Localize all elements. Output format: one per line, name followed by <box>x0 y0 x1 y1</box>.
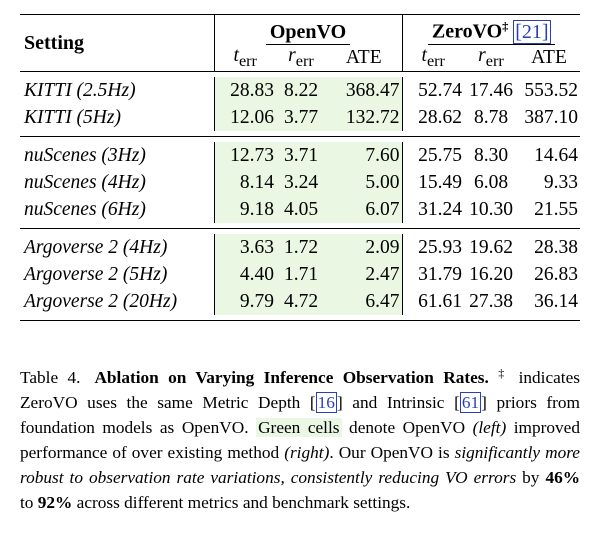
metric-header-openvo: ATE <box>345 47 382 69</box>
zerovo-cell: 28.38 <box>534 236 578 258</box>
zerovo-cell: 31.24 <box>401 196 464 223</box>
table-row: KITTI (5Hz) 12.06 3.77 132.72 28.62 8.78 387.1… <box>20 104 580 131</box>
zerovo-cell: 387.10 <box>524 106 578 128</box>
ref-link-16[interactable]: 16 <box>315 392 337 413</box>
openvo-cell: 28.83 <box>213 77 276 104</box>
openvo-cell: 1.72 <box>276 234 326 261</box>
row-label: nuScenes (3Hz) <box>24 144 146 166</box>
openvo-cell: 8.22 <box>276 77 326 104</box>
openvo-cell: 8.14 <box>213 169 276 196</box>
zerovo-cell: 26.83 <box>534 263 578 285</box>
zerovo-cell: 28.62 <box>401 104 464 131</box>
zerovo-cell: 8.78 <box>473 106 509 128</box>
table-bottom-rule <box>20 320 580 321</box>
citation-link[interactable]: [21] <box>513 20 551 44</box>
ref-link-61[interactable]: 61 <box>459 392 482 413</box>
zerovo-cell: 17.46 <box>469 79 513 101</box>
zerovo-cell: 27.38 <box>469 290 513 312</box>
setting-header: Setting <box>24 32 84 54</box>
green-cells-label: Green cells <box>256 418 342 437</box>
zerovo-cell: 19.62 <box>469 236 513 258</box>
openvo-cell: 4.05 <box>276 196 326 223</box>
openvo-cell: 12.73 <box>213 142 276 169</box>
section-divider <box>20 228 580 229</box>
row-label: nuScenes (6Hz) <box>24 198 146 220</box>
zerovo-cell: 16.20 <box>469 263 513 285</box>
metric-symbol: t <box>421 45 427 67</box>
openvo-cell: 5.00 <box>326 169 402 196</box>
group-header-zerovo: ZeroVO‡ [21] <box>401 15 580 45</box>
metric-header-openvo: rerr <box>288 45 314 71</box>
openvo-cell: 3.63 <box>213 234 276 261</box>
openvo-cell: 3.77 <box>276 104 326 131</box>
table-row: nuScenes (6Hz) 9.18 4.05 6.07 31.24 10.30 21.5… <box>20 196 580 223</box>
openvo-cell: 7.60 <box>326 142 402 169</box>
table-row: nuScenes (4Hz) 8.14 3.24 5.00 15.49 6.08 9.33 <box>20 169 580 196</box>
zerovo-cell: 36.14 <box>534 290 578 312</box>
zerovo-cell: 61.61 <box>401 288 464 315</box>
metric-header-zerovo: ATE <box>531 47 567 69</box>
openvo-cell: 6.47 <box>326 288 402 315</box>
zerovo-cell: 31.79 <box>401 261 464 288</box>
openvo-cell: 2.09 <box>326 234 402 261</box>
dagger-marker: ‡ <box>498 366 510 380</box>
metric-symbol: r <box>478 45 486 67</box>
metric-header-zerovo: terr <box>401 45 464 71</box>
openvo-cell: 4.40 <box>213 261 276 288</box>
table-caption: Table 4. Ablation on Varying Inference Ob… <box>20 366 580 512</box>
zerovo-cell: 553.52 <box>524 79 578 101</box>
zerovo-cell: 8.30 <box>473 144 509 166</box>
openvo-cell: 4.72 <box>276 288 326 315</box>
caption-label: Table 4. <box>20 368 81 387</box>
row-label: nuScenes (4Hz) <box>24 171 146 193</box>
row-label: Argoverse 2 (4Hz) <box>24 236 168 258</box>
openvo-cell: 132.72 <box>326 104 402 131</box>
caption-emphasis: significantly more robust to observation… <box>20 443 580 487</box>
openvo-cell: 1.71 <box>276 261 326 288</box>
table-row: Argoverse 2 (20Hz) 9.79 4.72 6.47 61.61 27.38… <box>20 288 580 315</box>
table-row: Argoverse 2 (4Hz) 3.63 1.72 2.09 25.93 19.62 2… <box>20 234 580 261</box>
table-row: Argoverse 2 (5Hz) 4.40 1.71 2.47 31.79 16.20 2… <box>20 261 580 288</box>
zerovo-cell: 10.30 <box>469 198 513 220</box>
zerovo-cell: 9.33 <box>543 171 578 193</box>
zerovo-cell: 52.74 <box>401 77 464 104</box>
row-label: Argoverse 2 (5Hz) <box>24 263 168 285</box>
openvo-cell: 9.79 <box>213 288 276 315</box>
zerovo-cell: 25.93 <box>401 234 464 261</box>
row-label: KITTI (2.5Hz) <box>24 79 136 101</box>
group-header-openvo: OpenVO <box>213 15 402 45</box>
row-label: KITTI (5Hz) <box>24 106 121 128</box>
metric-header-openvo: terr <box>213 45 276 71</box>
section-divider <box>20 136 580 137</box>
table-row: KITTI (2.5Hz) 28.83 8.22 368.47 52.74 17.46 55… <box>20 77 580 104</box>
zerovo-cell: 15.49 <box>401 169 464 196</box>
openvo-cell: 12.06 <box>213 104 276 131</box>
openvo-cell: 3.24 <box>276 169 326 196</box>
openvo-cell: 3.71 <box>276 142 326 169</box>
metric-symbol: t <box>233 45 239 67</box>
metric-header-zerovo: rerr <box>478 45 504 71</box>
row-label: Argoverse 2 (20Hz) <box>24 290 178 312</box>
openvo-cell: 6.07 <box>326 196 402 223</box>
zerovo-cell: 14.64 <box>534 144 578 166</box>
caption-title: Ablation on Varying Inference Observatio… <box>94 368 489 387</box>
openvo-cell: 9.18 <box>213 196 276 223</box>
metric-header-row: terr rerr ATE terr rerr ATE <box>20 45 580 71</box>
zerovo-cell: 21.55 <box>534 198 578 220</box>
openvo-cell: 368.47 <box>326 77 402 104</box>
zerovo-cell: 6.08 <box>473 171 509 193</box>
table-row: nuScenes (3Hz) 12.73 3.71 7.60 25.75 8.30 14.6… <box>20 142 580 169</box>
openvo-cell: 2.47 <box>326 261 402 288</box>
results-table: Setting OpenVO ZeroVO‡ [21] terr rerr ATE t… <box>20 14 580 321</box>
metric-symbol: r <box>288 45 296 67</box>
zerovo-cell: 25.75 <box>401 142 464 169</box>
